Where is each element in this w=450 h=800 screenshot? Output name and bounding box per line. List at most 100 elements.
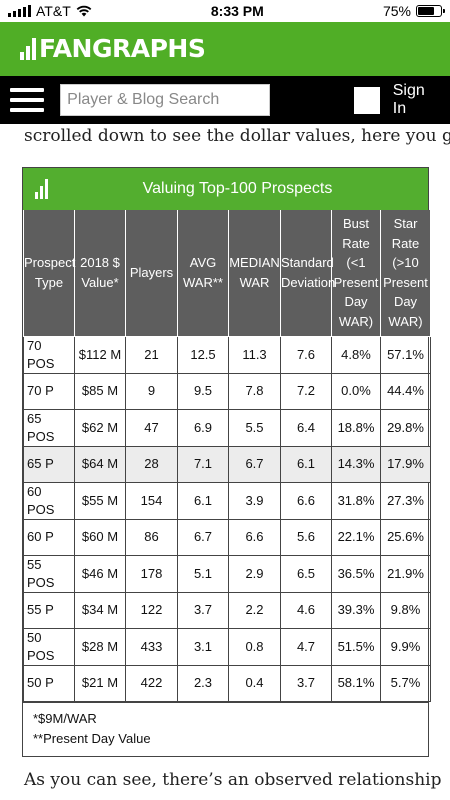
table-cell: 22.1% bbox=[331, 518, 381, 556]
table-cell: $60 M bbox=[74, 518, 126, 556]
column-header: Players bbox=[125, 210, 178, 337]
prospect-type-cell: 65 POS bbox=[23, 408, 75, 447]
prospect-type-cell: 70 P bbox=[23, 372, 75, 410]
table-cell: 4.7 bbox=[280, 627, 332, 666]
article-paragraph-bottom: As you can see, there’s an observed rela… bbox=[24, 770, 442, 790]
logo-text: FANGRAPHS bbox=[39, 34, 206, 63]
table-row: 50 P $21 M 422 2.3 0.4 3.7 58.1% 5.7% bbox=[23, 664, 431, 702]
table-cell: 433 bbox=[125, 627, 178, 666]
table-cell: 7.6 bbox=[280, 335, 332, 374]
table-cell: 11.3 bbox=[228, 335, 281, 374]
table-cell: $85 M bbox=[74, 372, 126, 410]
column-header: Star Rate (>10 Present Day WAR) bbox=[380, 210, 431, 337]
table-cell: 86 bbox=[125, 518, 178, 556]
figure-header: Valuing Top-100 Prospects bbox=[23, 168, 428, 210]
hamburger-menu-icon[interactable] bbox=[10, 88, 45, 112]
table-cell: 9 bbox=[125, 372, 178, 410]
prospect-value-table: Prospect Type 2018 $ Value* Players AVG … bbox=[23, 210, 431, 702]
table-cell: 2.2 bbox=[228, 591, 281, 629]
table-cell: 2.3 bbox=[177, 664, 229, 702]
table-cell: 7.1 bbox=[177, 445, 229, 483]
table-cell: 3.1 bbox=[177, 627, 229, 666]
fangraphs-logo-icon bbox=[20, 38, 36, 60]
status-bar: AT&T 8:33 PM 75% bbox=[0, 0, 450, 22]
table-cell: 6.7 bbox=[177, 518, 229, 556]
nav-bar: Sign In bbox=[0, 76, 450, 124]
table-cell: 3.9 bbox=[228, 481, 281, 520]
table-cell: 422 bbox=[125, 664, 178, 702]
prospect-type-cell: 55 P bbox=[23, 591, 75, 629]
battery-level bbox=[417, 7, 435, 15]
table-cell: 7.8 bbox=[228, 372, 281, 410]
table-cell: 44.4% bbox=[380, 372, 431, 410]
table-cell: 58.1% bbox=[331, 664, 381, 702]
table-cell: 5.7% bbox=[380, 664, 431, 702]
table-cell: 39.3% bbox=[331, 591, 381, 629]
table-cell: 0.0% bbox=[331, 372, 381, 410]
battery-percent: 75% bbox=[382, 3, 411, 19]
column-header: AVG WAR** bbox=[177, 210, 229, 337]
table-cell: 154 bbox=[125, 481, 178, 520]
table-cell: 36.5% bbox=[331, 554, 381, 593]
table-footnotes: *$9M/WAR **Present Day Value bbox=[23, 701, 428, 756]
table-cell: 5.1 bbox=[177, 554, 229, 593]
column-header: Prospect Type bbox=[23, 210, 75, 337]
table-cell: 14.3% bbox=[331, 445, 381, 483]
status-right: 75% bbox=[382, 3, 445, 19]
table-cell: 3.7 bbox=[177, 591, 229, 629]
table-cell: $55 M bbox=[74, 481, 126, 520]
prospect-value-figure: Valuing Top-100 Prospects Prospect Type … bbox=[22, 167, 431, 757]
table-cell: 4.6 bbox=[280, 591, 332, 629]
table-cell: 0.4 bbox=[228, 664, 281, 702]
figure-title: Valuing Top-100 Prospects bbox=[142, 180, 333, 197]
table-cell: $34 M bbox=[74, 591, 126, 629]
table-cell: 6.4 bbox=[280, 408, 332, 447]
table-cell: 0.8 bbox=[228, 627, 281, 666]
nav-square-button[interactable] bbox=[354, 86, 380, 114]
table-row: 60 POS $55 M 154 6.1 3.9 6.6 31.8% 27.3% bbox=[23, 481, 431, 520]
table-cell: 6.9 bbox=[177, 408, 229, 447]
search-input[interactable] bbox=[60, 84, 271, 116]
cellular-signal-icon bbox=[8, 5, 31, 17]
table-cell: 9.9% bbox=[380, 627, 431, 666]
table-cell: 25.6% bbox=[380, 518, 431, 556]
table-cell: 6.7 bbox=[228, 445, 281, 483]
table-body: 70 POS $112 M 21 12.5 11.3 7.6 4.8% 57.1% 70 P $8… bbox=[23, 335, 431, 702]
prospect-type-cell: 50 POS bbox=[23, 627, 75, 666]
table-cell: 5.6 bbox=[280, 518, 332, 556]
table-cell: 21 bbox=[125, 335, 178, 374]
column-header: Standard Deviation bbox=[280, 210, 335, 337]
wifi-icon bbox=[76, 5, 92, 17]
prospect-type-cell: 60 POS bbox=[23, 481, 75, 520]
table-cell: 6.5 bbox=[280, 554, 332, 593]
prospect-type-cell: 65 P bbox=[23, 445, 75, 483]
column-header: 2018 $ Value* bbox=[74, 210, 126, 337]
table-cell: 4.8% bbox=[331, 335, 381, 374]
table-cell: 9.5 bbox=[177, 372, 229, 410]
prospect-type-cell: 60 P bbox=[23, 518, 75, 556]
sign-in-link[interactable]: Sign In bbox=[392, 82, 425, 117]
battery-icon bbox=[415, 5, 445, 17]
table-cell: 6.6 bbox=[228, 518, 281, 556]
table-cell: 7.2 bbox=[280, 372, 332, 410]
prospect-type-cell: 70 POS bbox=[23, 335, 75, 374]
table-cell: 21.9% bbox=[380, 554, 431, 593]
table-cell: 18.8% bbox=[331, 408, 381, 447]
prospect-type-cell: 50 P bbox=[23, 664, 75, 702]
table-row: 70 P $85 M 9 9.5 7.8 7.2 0.0% 44.4% bbox=[23, 372, 431, 410]
table-cell: 29.8% bbox=[380, 408, 431, 447]
table-cell: 3.7 bbox=[280, 664, 332, 702]
table-cell: $46 M bbox=[74, 554, 126, 593]
table-cell: 6.6 bbox=[280, 481, 332, 520]
table-cell: $64 M bbox=[74, 445, 126, 483]
table-cell: 9.8% bbox=[380, 591, 431, 629]
brand-bar: FANGRAPHS bbox=[0, 22, 450, 76]
column-header: MEDIAN WAR bbox=[228, 210, 281, 337]
table-cell: 5.5 bbox=[228, 408, 281, 447]
table-cell: 12.5 bbox=[177, 335, 229, 374]
site-logo[interactable]: FANGRAPHS bbox=[20, 34, 206, 63]
column-header: Bust Rate (<1 Present Day WAR) bbox=[331, 210, 381, 337]
table-cell: 47 bbox=[125, 408, 178, 447]
footnote: **Present Day Value bbox=[33, 730, 151, 746]
table-row: 55 P $34 M 122 3.7 2.2 4.6 39.3% 9.8% bbox=[23, 591, 431, 629]
